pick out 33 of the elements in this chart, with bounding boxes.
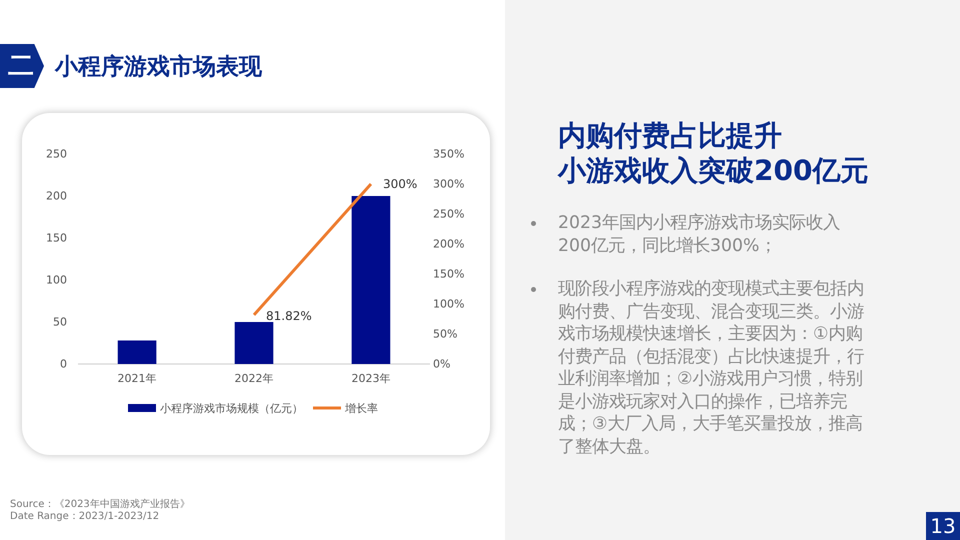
y2-tick-label: 0% (433, 358, 450, 371)
text: Date Range：2023/1-2023/12 (10, 511, 160, 523)
source-note: Source：《2023年中国游戏产业报告》 (10, 499, 190, 511)
y2-tick-label: 150% (433, 268, 464, 281)
text: 现阶段小程序游戏的变现模式主要包括内购付费、广告变现、混合变现三类。小游戏市场规模快速增长，主要因为：①内购付费产品（包括混变）占比快速提升，行业利润率增加；②小游戏用户习惯，特别是小游戏玩家对入口的操作，已培养完成；③大厂入局，大手笔买量投放，推高了整体大盘。 (558, 278, 865, 458)
y-tick-label: 250 (46, 148, 67, 161)
x-tick-label: 2021年 (118, 372, 157, 385)
bar (234, 322, 274, 364)
y2-tick-label: 250% (433, 208, 464, 221)
y-tick-label: 50 (53, 316, 67, 329)
text: 小游戏收入突破200亿元 (558, 153, 868, 188)
y-tick-label: 200 (46, 190, 67, 203)
chart-title: 小程序游戏市场表现 (55, 53, 262, 82)
y-tick-label: 150 (46, 232, 67, 245)
legend-label: 增长率 (344, 402, 378, 415)
y2-tick-label: 50% (433, 328, 458, 341)
data-label: 81.82% (266, 308, 312, 323)
bar (118, 340, 156, 364)
y-tick-label: 0 (60, 358, 67, 371)
y-tick-label: 100 (46, 274, 67, 287)
y2-tick-label: 350% (433, 148, 464, 161)
legend-label: 小程序游戏市场规模（亿元） (160, 402, 303, 415)
x-tick-label: 2023年 (351, 372, 390, 385)
y2-tick-label: 300% (433, 178, 464, 191)
bar (352, 196, 390, 364)
y2-tick-label: 200% (433, 238, 464, 251)
data-label: 300% (382, 177, 418, 191)
text: 内购付费占比提升 (558, 118, 783, 153)
text: 二 (7, 50, 35, 83)
text: 2023年国内小程序游戏市场实际收入200亿元，同比增长300%； (558, 212, 841, 257)
text: 13 (926, 512, 960, 540)
x-tick-label: 2022年 (234, 372, 274, 385)
y2-tick-label: 100% (433, 298, 464, 311)
